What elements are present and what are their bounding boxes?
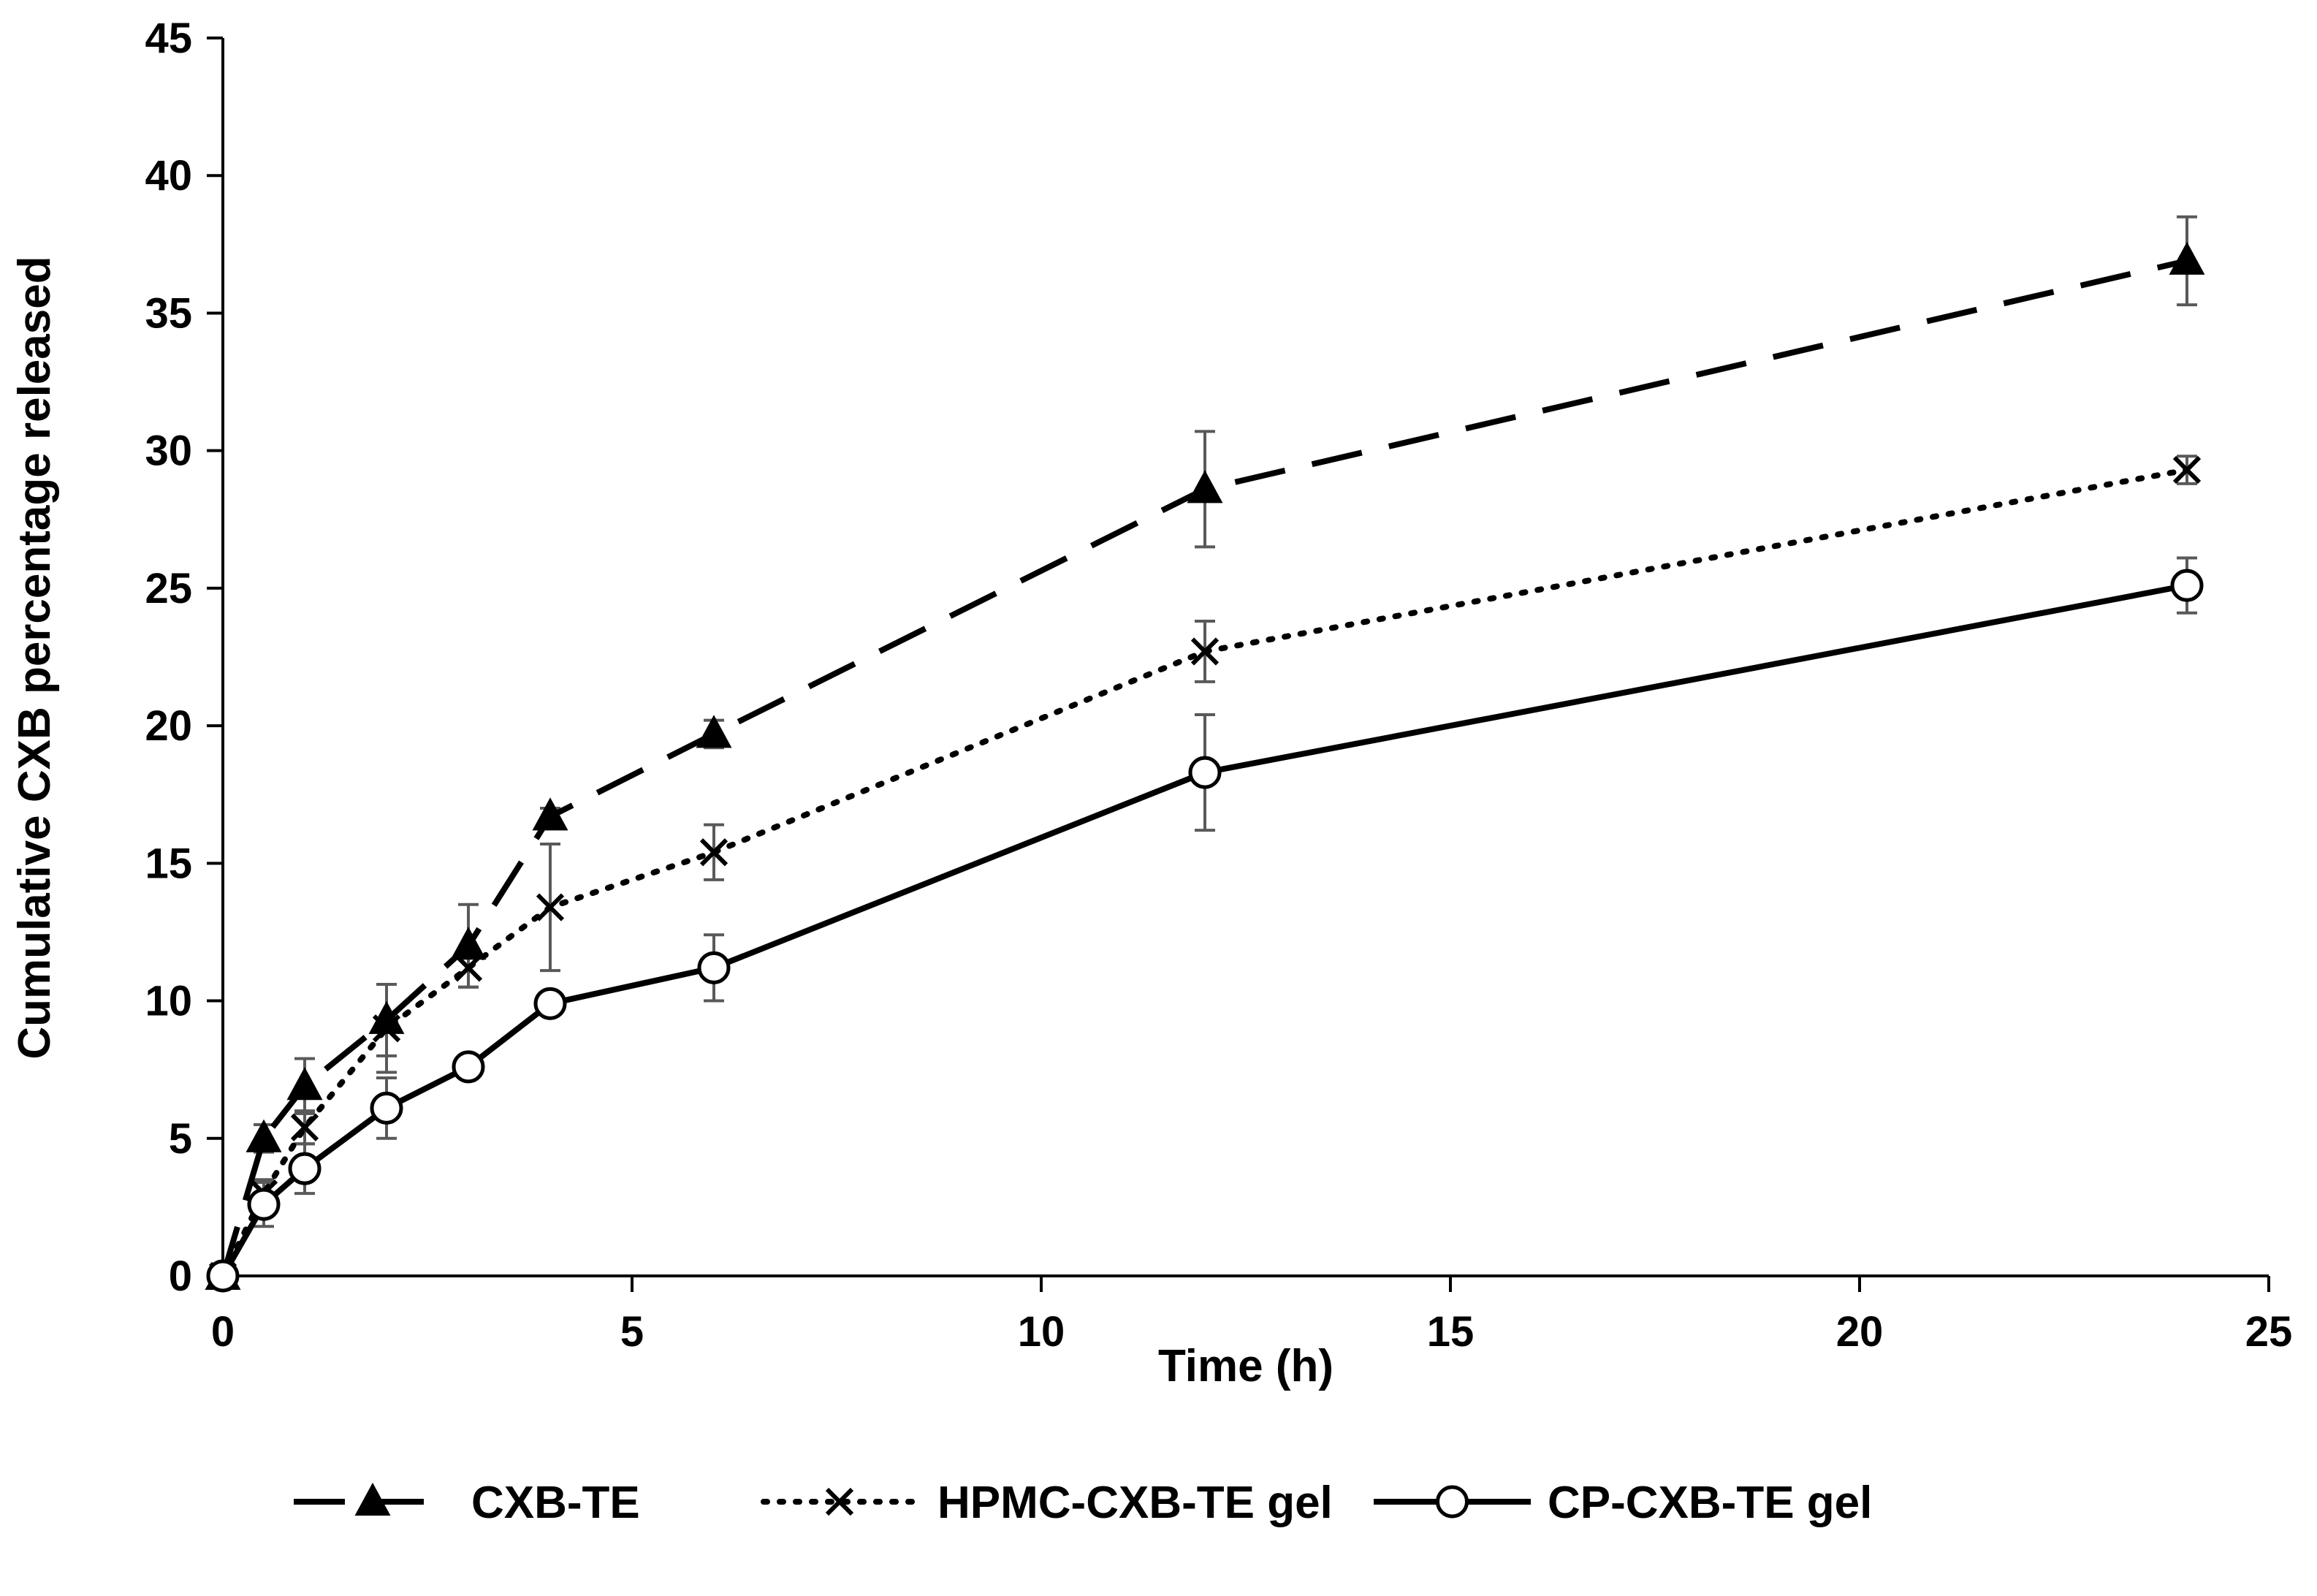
- data-point-hpmc-cxb-te-gel: [290, 1113, 319, 1141]
- data-point-hpmc-cxb-te-gel: [1190, 637, 1220, 666]
- y-tick-label: 45: [145, 15, 192, 62]
- data-point-cxb-te: [450, 927, 487, 960]
- legend-marker-cxb-te: [354, 1482, 391, 1516]
- series-line-cp-cxb-te-gel: [220, 582, 2188, 1277]
- data-point-hpmc-cxb-te-gel: [536, 893, 565, 922]
- legend-label-hpmc-cxb-te-gel: HPMC-CXB-TE gel: [937, 1478, 1333, 1528]
- legend-marker-hpmc-cxb-te-gel-stroke-b: [825, 1487, 854, 1516]
- data-point-hpmc-cxb-te-gel-stroke-b: [290, 1113, 319, 1141]
- y-tick-label: 10: [145, 978, 192, 1025]
- data-point-hpmc-cxb-te-gel: [454, 954, 483, 982]
- data-point-hpmc-cxb-te-gel-stroke-b: [372, 1014, 401, 1043]
- legend: CXB-TE HPMC-CXB-TE gel CP-CXB-TE gel: [294, 1478, 1872, 1528]
- x-tick-label: 15: [1427, 1308, 1475, 1356]
- y-tick-label: 35: [145, 289, 192, 337]
- data-point-cp-cxb-te-gel: [2170, 569, 2204, 602]
- legend-marker-cp-cxb-te-gel: [1436, 1485, 1469, 1519]
- error-bars-layer: [254, 215, 2197, 1228]
- x-tick-label: 5: [620, 1308, 644, 1356]
- x-tick-label: 25: [2245, 1308, 2293, 1356]
- y-tick-label: 25: [145, 565, 192, 612]
- legend-item-hpmc-cxb-te-gel: HPMC-CXB-TE gel: [761, 1478, 1333, 1528]
- legend-marker-hpmc-cxb-te-gel: [825, 1487, 854, 1516]
- data-point-cxb-te: [1187, 470, 1223, 503]
- y-axis-title: Cumulative CXB percentage released: [9, 256, 60, 1059]
- data-point-hpmc-cxb-te-gel: [2172, 455, 2202, 484]
- data-point-cp-cxb-te-gel: [247, 1188, 281, 1221]
- data-point-hpmc-cxb-te-gel: [699, 838, 728, 867]
- data-point-cxb-te: [532, 797, 568, 831]
- legend-item-cxb-te: CXB-TE: [294, 1478, 640, 1528]
- data-point-hpmc-cxb-te-gel-stroke-b: [1190, 637, 1220, 666]
- data-point-hpmc-cxb-te-gel-stroke-b: [536, 893, 565, 922]
- y-tick-label: 30: [145, 428, 192, 475]
- data-point-cp-cxb-te-gel: [206, 1259, 240, 1293]
- x-tick-label: 10: [1018, 1308, 1065, 1356]
- legend-label-cp-cxb-te-gel: CP-CXB-TE gel: [1548, 1478, 1872, 1528]
- data-point-cxb-te: [286, 1067, 323, 1101]
- data-point-cp-cxb-te-gel: [370, 1091, 403, 1125]
- data-point-hpmc-cxb-te-gel-stroke-b: [454, 954, 483, 982]
- data-point-cp-cxb-te-gel: [452, 1050, 485, 1084]
- data-point-hpmc-cxb-te-gel-stroke-b: [699, 838, 728, 867]
- data-point-cp-cxb-te-gel: [1188, 756, 1222, 789]
- legend-label-cxb-te: CXB-TE: [471, 1478, 640, 1528]
- axes-layer: 0 5 10 15 20 25 30 35 40 45 0 5 10 15 20 25: [145, 15, 2292, 1356]
- y-tick-label: 40: [145, 152, 192, 200]
- y-tick-label: 0: [169, 1253, 192, 1300]
- legend-item-cp-cxb-te-gel: CP-CXB-TE gel: [1374, 1478, 1872, 1528]
- x-tick-label: 0: [211, 1308, 235, 1356]
- x-tick-label: 20: [1836, 1308, 1884, 1356]
- markers-layer: [205, 241, 2205, 1293]
- data-point-cp-cxb-te-gel: [697, 951, 731, 984]
- data-point-hpmc-cxb-te-gel: [372, 1014, 401, 1043]
- data-point-cp-cxb-te-gel: [533, 987, 567, 1020]
- y-tick-label: 20: [145, 702, 192, 750]
- data-point-cxb-te: [2169, 241, 2205, 275]
- x-axis-title: Time (h): [1158, 1341, 1333, 1391]
- data-point-hpmc-cxb-te-gel-stroke-b: [2172, 455, 2202, 484]
- data-point-cxb-te: [246, 1119, 282, 1152]
- y-tick-label: 5: [169, 1115, 192, 1163]
- data-point-cxb-te: [696, 715, 732, 748]
- y-tick-label: 15: [145, 840, 192, 887]
- data-point-cp-cxb-te-gel: [288, 1152, 322, 1185]
